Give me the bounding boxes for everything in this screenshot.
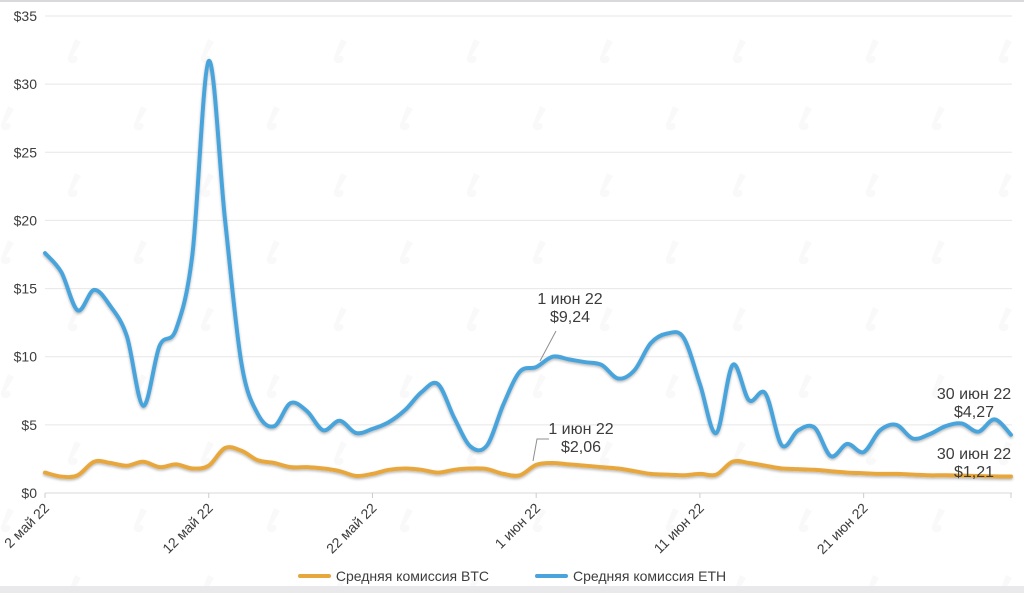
forklog-logo-icon [467, 307, 480, 331]
forklog-logo-icon [666, 240, 679, 264]
annotation-value: $2,06 [561, 439, 601, 456]
forklog-logo-icon [799, 240, 812, 264]
annotation-leader-line [532, 438, 549, 462]
forklog-logo-icon [666, 374, 679, 398]
y-axis-label: $20 [14, 212, 38, 228]
annotation: 1 июн 22$2,06 [532, 421, 614, 462]
forklog-logo-icon [134, 508, 147, 532]
forklog-logo-icon [68, 173, 81, 197]
forklog-logo-icon [799, 508, 812, 532]
legend-item-eth: Средняя комиссия ETH [535, 568, 726, 584]
forklog-logo-icon [533, 374, 546, 398]
forklog-logo-icon [600, 307, 613, 331]
y-axis: $0 $5 $10 $15 $20 $25 $30 $35 [14, 8, 38, 501]
forklog-logo-icon [932, 508, 945, 532]
forklog-logo-icon [467, 39, 480, 63]
forklog-logo-icon [1, 374, 14, 398]
forklog-logo-icon [334, 173, 347, 197]
forklog-logo-icon [400, 240, 413, 264]
forklog-logo-icon [733, 307, 746, 331]
annotation: 30 июн 22$4,27 [937, 386, 1011, 421]
forklog-logo-icon [400, 508, 413, 532]
x-axis: 2 май 22 12 май 22 22 май 22 1 июн 22 11 июн… [1, 493, 1012, 557]
forklog-logo-icon [600, 39, 613, 63]
forklog-logo-icon [999, 39, 1012, 63]
forklog-logo-icon [866, 173, 879, 197]
annotation-value: $9,24 [550, 309, 590, 326]
grid-layer [45, 15, 1012, 494]
forklog-logo-icon [134, 106, 147, 130]
x-axis-label: 11 июн 22 [651, 500, 708, 557]
forklog-logo-icon [866, 307, 879, 331]
y-axis-label: $10 [14, 349, 38, 365]
forklog-logo-icon [400, 374, 413, 398]
forklog-logo-icon [733, 39, 746, 63]
window-top-edge [0, 0, 1024, 2]
annotation-date: 30 июн 22 [937, 386, 1011, 403]
y-axis-label: $35 [14, 8, 38, 24]
legend-item-btc: Средняя комиссия BTC [297, 568, 489, 584]
legend-swatch [297, 574, 331, 578]
series-line-eth [43, 58, 1013, 459]
y-axis-label: $5 [21, 417, 37, 433]
forklog-logo-icon [666, 106, 679, 130]
forklog-logo-icon [334, 307, 347, 331]
legend-label: Средняя комиссия BTC [335, 568, 489, 584]
forklog-logo-icon [799, 374, 812, 398]
forklog-logo-icon [866, 39, 879, 63]
forklog-logo-icon [799, 106, 812, 130]
series-lines [43, 58, 1013, 480]
forklog-logo-icon [533, 106, 546, 130]
forklog-logo-icon [999, 173, 1012, 197]
forklog-logo-icon [334, 441, 347, 465]
y-axis-label: $25 [14, 144, 38, 160]
forklog-logo-icon [467, 173, 480, 197]
forklog-logo-icon [68, 39, 81, 63]
annotation-value: $1,21 [954, 464, 994, 481]
page-bottom-strip [0, 586, 1024, 593]
forklog-logo-icon [733, 173, 746, 197]
forklog-logo-icon [68, 441, 81, 465]
forklog-logo-icon [600, 173, 613, 197]
forklog-logo-icon [201, 307, 214, 331]
chart-legend: Средняя комиссия BTC Средняя комиссия ETH [0, 566, 1024, 586]
series-line-btc [43, 445, 1013, 480]
x-axis-label: 22 май 22 [323, 500, 380, 557]
forklog-logo-icon [267, 374, 280, 398]
forklog-logo-icon [932, 106, 945, 130]
legend-swatch [535, 574, 568, 578]
annotation-value: $4,27 [954, 404, 994, 421]
forklog-logo-icon [267, 240, 280, 264]
forklog-logo-icon [1, 106, 14, 130]
y-axis-label: $0 [21, 485, 37, 501]
forklog-logo-icon [600, 441, 613, 465]
forklog-logo-icon [267, 508, 280, 532]
annotation: 30 июн 22$1,21 [937, 446, 1011, 481]
x-axis-label: 21 июн 22 [814, 500, 871, 557]
legend-label: Средняя комиссия ETH [573, 568, 727, 584]
forklog-logo-icon [533, 240, 546, 264]
forklog-logo-icon [134, 240, 147, 264]
annotation-date: 1 июн 22 [537, 291, 602, 308]
forklog-logo-icon [334, 39, 347, 63]
forklog-logo-icon [932, 240, 945, 264]
forklog-logo-icon [1, 240, 14, 264]
annotation-date: 30 июн 22 [937, 446, 1011, 463]
annotation: 1 июн 22$9,24 [537, 291, 603, 362]
y-axis-label: $30 [14, 76, 38, 92]
annotation-date: 1 июн 22 [548, 421, 613, 438]
forklog-logo-icon [400, 106, 413, 130]
forklog-logo-icon [201, 173, 214, 197]
x-axis-label: 12 май 22 [159, 500, 216, 557]
annotation-leader-line [539, 330, 557, 362]
forklog-logo-icon [267, 106, 280, 130]
forklog-logo-icon [999, 307, 1012, 331]
y-axis-label: $15 [14, 281, 38, 297]
